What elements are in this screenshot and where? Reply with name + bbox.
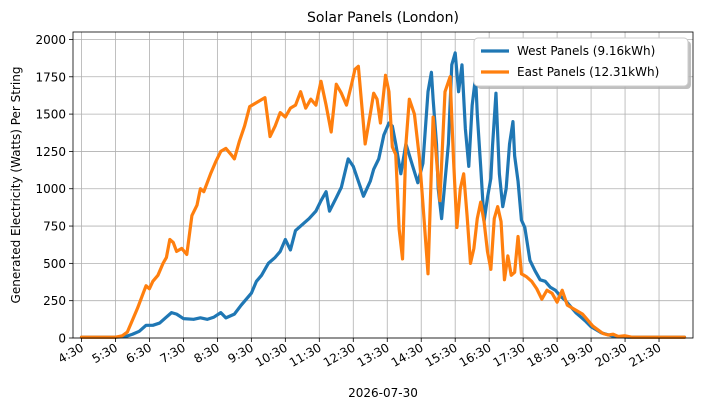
legend-label-west: West Panels (9.16kWh) — [517, 44, 655, 58]
x-tick-label: 10:30 — [253, 340, 290, 369]
legend: West Panels (9.16kWh) East Panels (12.31… — [473, 37, 691, 89]
west-panels-line — [79, 51, 687, 339]
x-tick-label: 13:30 — [355, 340, 392, 369]
y-axis-ticks: 0 250 500 750 1000 1250 1500 1750 2000 — [35, 33, 73, 346]
x-tick-label: 5:30 — [90, 340, 120, 366]
legend-box — [473, 37, 689, 87]
x-tick-label: 6:30 — [124, 340, 154, 366]
axes-frame — [72, 31, 694, 339]
x-tick-label: 7:30 — [158, 340, 188, 366]
chart-title: Solar Panels (London) — [307, 10, 459, 26]
east-panels-line — [79, 64, 687, 339]
y-tick-label: 250 — [43, 294, 66, 308]
x-tick-label: 12:30 — [321, 340, 358, 369]
x-tick-label: 11:30 — [287, 340, 324, 369]
y-tick-label: 1000 — [35, 182, 66, 196]
x-tick-label: 17:30 — [491, 340, 528, 369]
x-tick-label: 20:30 — [593, 340, 630, 369]
x-tick-label: 9:30 — [226, 340, 256, 366]
x-tick-label: 14:30 — [389, 340, 426, 369]
y-axis-label: Generated Electricity (Watts) Per String — [9, 67, 23, 304]
y-tick-label: 750 — [43, 220, 66, 234]
x-axis-ticks: 4:30 5:30 6:30 7:30 8:30 9:3010:3011:3012:301… — [56, 338, 664, 370]
y-tick-label: 2000 — [35, 33, 66, 47]
x-tick-label: 16:30 — [457, 340, 494, 369]
x-tick-label: 18:30 — [525, 340, 562, 369]
x-axis-label: 2026-07-30 — [348, 386, 418, 400]
y-tick-label: 1250 — [35, 145, 66, 159]
y-tick-label: 0 — [58, 332, 66, 346]
legend-label-east: East Panels (12.31kWh) — [517, 65, 659, 79]
y-tick-label: 500 — [43, 257, 66, 271]
y-tick-label: 1750 — [35, 70, 66, 84]
y-tick-label: 1500 — [35, 108, 66, 122]
x-tick-label: 21:30 — [627, 340, 664, 369]
x-tick-label: 8:30 — [192, 340, 222, 366]
x-tick-label: 15:30 — [423, 340, 460, 369]
series-lines — [79, 51, 687, 339]
x-tick-label: 19:30 — [559, 340, 596, 369]
